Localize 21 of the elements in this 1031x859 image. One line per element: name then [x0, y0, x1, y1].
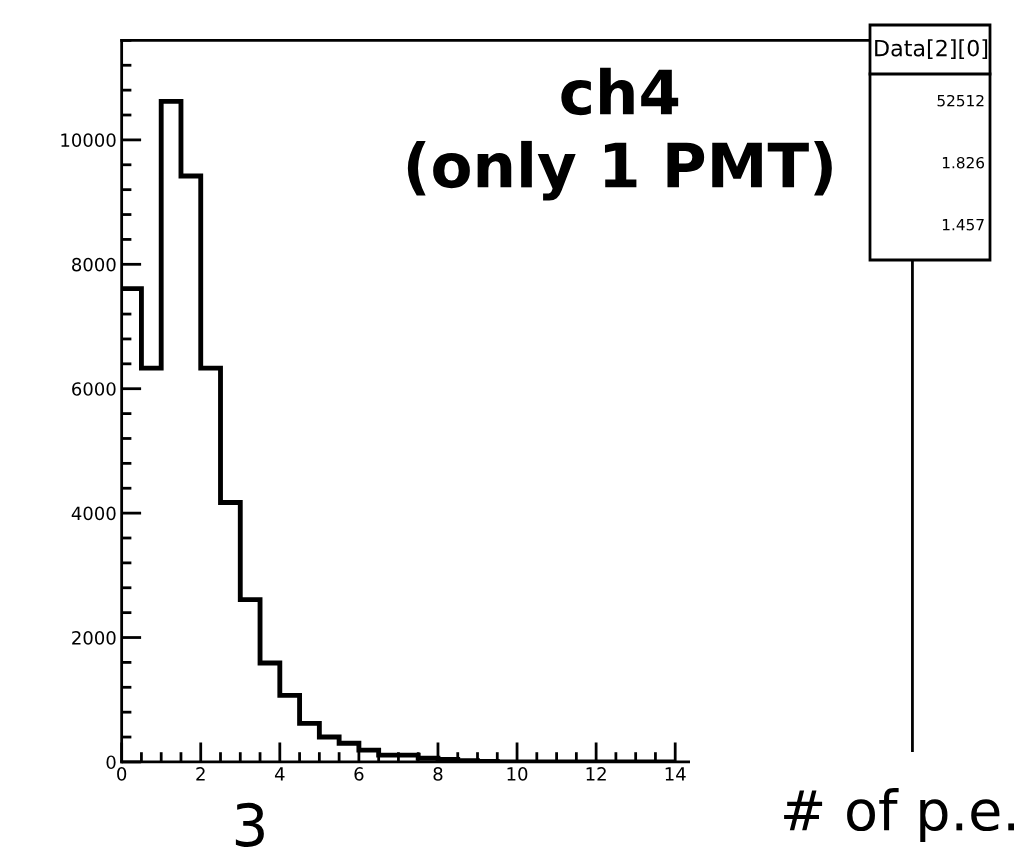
y-tick-label: 6000	[72, 382, 116, 396]
x-tick-label: 14	[665, 767, 686, 781]
y-tick-label: 8000	[72, 257, 116, 272]
x-tick-label: 2	[196, 767, 205, 781]
annotation: Data[2][0]	[875, 39, 988, 60]
y-tick-label: 10000	[61, 133, 116, 148]
text: 3	[235, 802, 264, 847]
text: ch4 (only 1 PMT)	[407, 67, 832, 201]
text: 1.826	[942, 156, 985, 169]
x-tick-label: 12	[586, 767, 606, 781]
y-tick-label: 4000	[71, 506, 116, 521]
x-tick-label: 6	[354, 767, 364, 781]
y-tick-label: 2000	[72, 630, 116, 645]
x-axis-title: # of p.e.	[784, 788, 1015, 842]
y-tick-label: 0	[106, 755, 116, 770]
x-tick-label: 8	[433, 767, 443, 781]
x-tick-label: 0	[117, 767, 127, 781]
x-tick-label: 10	[507, 767, 528, 781]
x-tick-label: 4	[274, 767, 285, 781]
text: 52512	[937, 94, 984, 107]
text: 1.457	[942, 219, 984, 231]
